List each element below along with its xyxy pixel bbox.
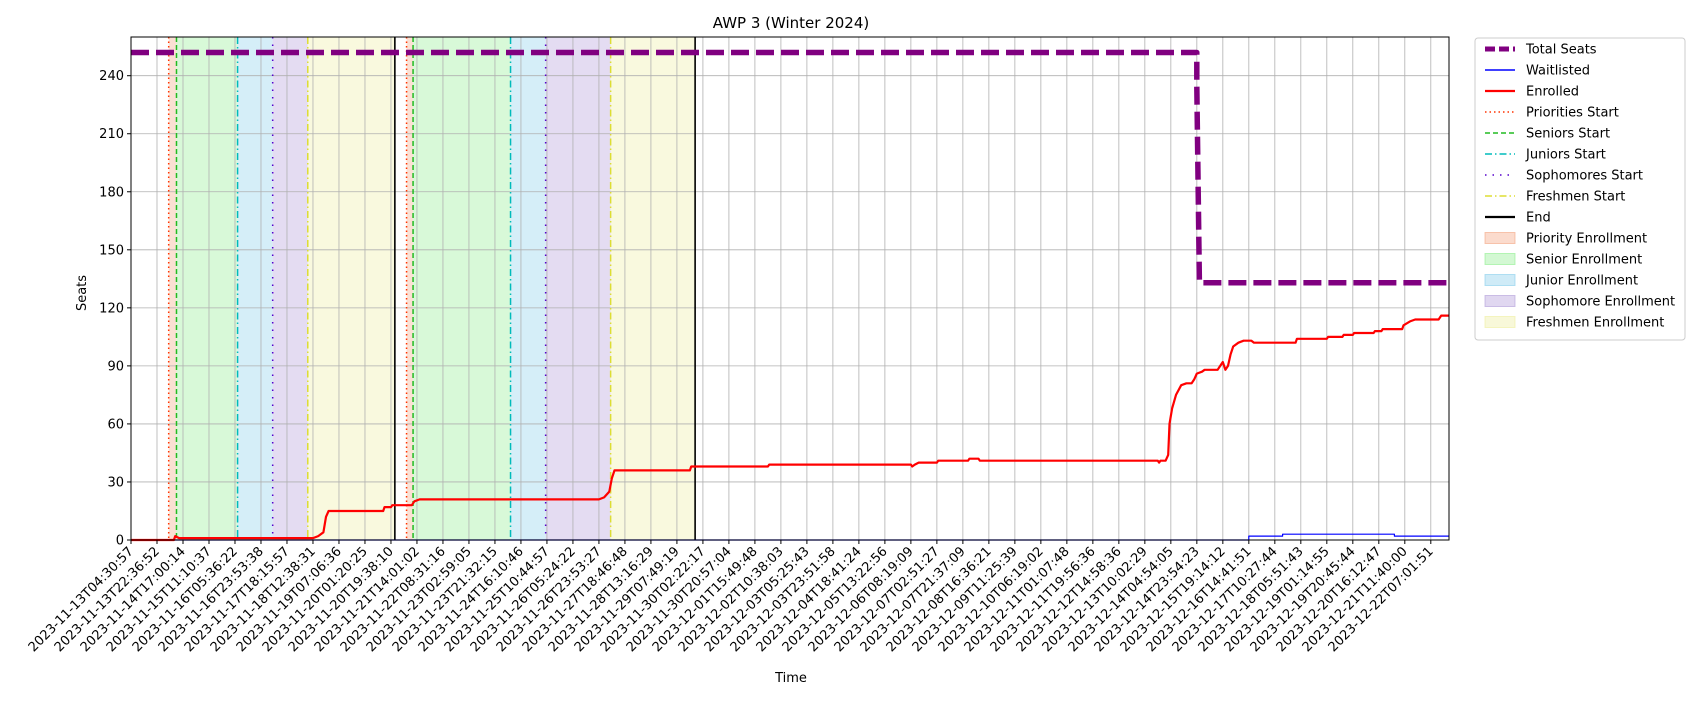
y-tick-label: 180: [99, 185, 124, 200]
y-tick-label: 90: [107, 359, 124, 374]
priority-enrollment-legend-swatch: [1484, 232, 1516, 244]
freshmen-enrollment-legend-swatch: [1484, 316, 1516, 328]
priority-enrollment-region: [168, 37, 177, 540]
y-tick-label: 60: [107, 417, 124, 432]
end-legend-label: End: [1526, 211, 1551, 226]
plot-area: 03060901201501802102402023-11-13T04:30:5…: [26, 36, 1450, 655]
junior-enrollment-region: [237, 37, 273, 540]
seniors-start-legend-label: Seniors Start: [1526, 127, 1610, 142]
axes-frame: [130, 36, 1450, 541]
y-tick-label: 210: [99, 127, 124, 142]
y-tick-label: 240: [99, 69, 124, 84]
sophomore-enrollment-legend-label: Sophomore Enrollment: [1526, 295, 1675, 310]
y-tick-label: 150: [99, 243, 124, 258]
enrolled-legend-label: Enrolled: [1526, 85, 1579, 100]
y-tick-label: 30: [107, 475, 124, 490]
sophomore-enrollment-legend-swatch: [1484, 295, 1516, 307]
legend: Total Seats Waitlisted Enrolled Priorities …: [1474, 37, 1686, 341]
priorities-start-legend-label: Priorities Start: [1526, 106, 1619, 121]
freshmen-enrollment-region: [307, 37, 395, 540]
total-seats-series-line: [131, 49, 1449, 286]
senior-enrollment-legend-swatch: [1484, 253, 1516, 265]
waitlisted-legend-label: Waitlisted: [1526, 64, 1590, 79]
sophomore-enrollment-region: [272, 37, 308, 540]
juniors-start-legend-label: Juniors Start: [1525, 148, 1606, 163]
sophomore-enrollment-region: [545, 37, 611, 540]
freshmen-enrollment-legend-label: Freshmen Enrollment: [1526, 316, 1664, 331]
y-tick-label: 0: [116, 534, 124, 549]
senior-enrollment-region: [176, 37, 238, 540]
chart-title: AWP 3 (Winter 2024): [713, 14, 870, 32]
priority-enrollment-region: [406, 37, 414, 540]
sophomores-start-legend-label: Sophomores Start: [1526, 169, 1643, 184]
legend-box: [1474, 37, 1686, 341]
y-tick-label: 120: [99, 301, 124, 316]
junior-enrollment-region: [510, 37, 546, 540]
x-axis-label: Time: [774, 671, 807, 686]
senior-enrollment-legend-label: Senior Enrollment: [1526, 253, 1642, 268]
plot-background: [131, 37, 1449, 540]
freshmen-enrollment-region: [610, 37, 696, 540]
waitlisted-series-line: [131, 533, 1449, 541]
freshmen-start-legend-label: Freshmen Start: [1526, 190, 1625, 205]
junior-enrollment-legend-swatch: [1484, 274, 1516, 286]
priority-enrollment-legend-label: Priority Enrollment: [1526, 232, 1647, 247]
senior-enrollment-region: [413, 37, 511, 540]
enrolled-series-line: [131, 314, 1449, 542]
total-seats-legend-label: Total Seats: [1525, 43, 1597, 58]
y-axis-label: Seats: [75, 275, 90, 311]
junior-enrollment-legend-label: Junior Enrollment: [1525, 274, 1638, 289]
